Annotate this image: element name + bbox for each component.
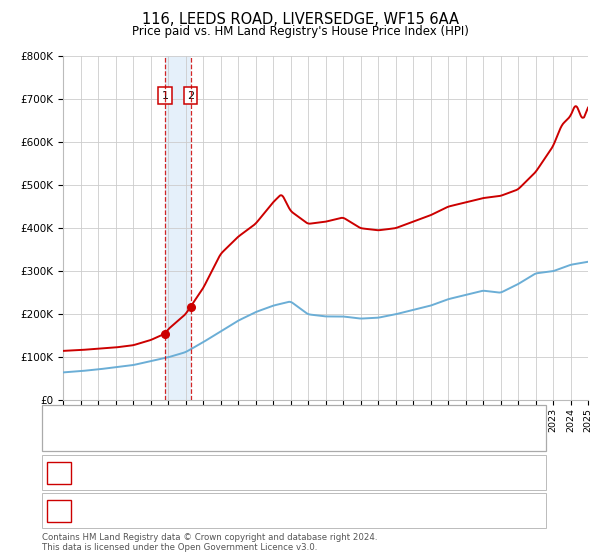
Text: HPI: Average price, detached house, Kirklees: HPI: Average price, detached house, Kirk… [92, 433, 338, 443]
Text: £155,000: £155,000 [254, 466, 310, 479]
Text: 2: 2 [187, 91, 194, 101]
Bar [165, 56, 191, 400]
Text: 116, LEEDS ROAD, LIVERSEDGE, WF15 6AA (detached house): 116, LEEDS ROAD, LIVERSEDGE, WF15 6AA (d… [92, 413, 430, 423]
Text: Price paid vs. HM Land Registry's House Price Index (HPI): Price paid vs. HM Land Registry's House … [131, 25, 469, 38]
Text: £217,500: £217,500 [254, 504, 310, 517]
Text: 2: 2 [55, 504, 62, 517]
Text: 1: 1 [55, 466, 62, 479]
Text: 27-OCT-2000: 27-OCT-2000 [88, 466, 164, 479]
Text: This data is licensed under the Open Government Licence v3.0.: This data is licensed under the Open Gov… [42, 543, 317, 552]
Text: 110% ↑ HPI: 110% ↑ HPI [397, 504, 467, 517]
Text: 1: 1 [161, 91, 169, 101]
Text: 116, LEEDS ROAD, LIVERSEDGE, WF15 6AA: 116, LEEDS ROAD, LIVERSEDGE, WF15 6AA [142, 12, 458, 27]
Text: Contains HM Land Registry data © Crown copyright and database right 2024.: Contains HM Land Registry data © Crown c… [42, 533, 377, 542]
Text: 65% ↑ HPI: 65% ↑ HPI [401, 466, 463, 479]
Text: 19-APR-2002: 19-APR-2002 [88, 504, 164, 517]
